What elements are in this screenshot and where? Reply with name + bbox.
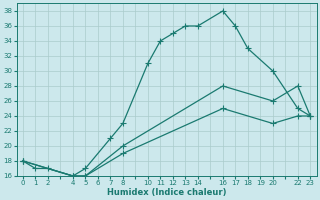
X-axis label: Humidex (Indice chaleur): Humidex (Indice chaleur)	[107, 188, 226, 197]
